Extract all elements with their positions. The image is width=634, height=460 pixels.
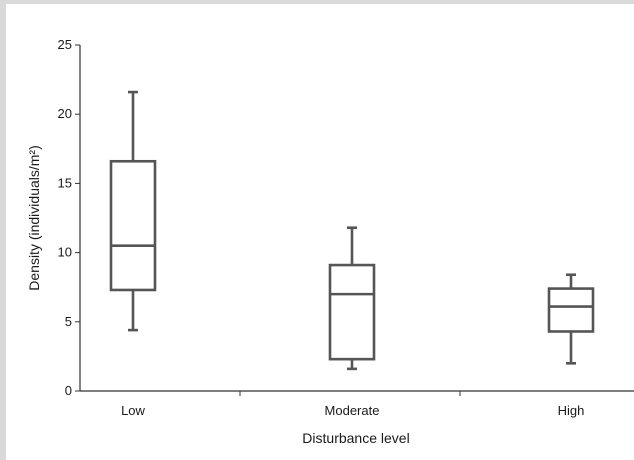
x-tick-label: Low (121, 403, 145, 418)
y-axis-title: Density (individuals/m²) (26, 145, 42, 290)
x-axis-ticks: Low Moderate High (121, 391, 584, 418)
y-tick-label: 5 (65, 314, 72, 329)
x-axis-title: Disturbance level (302, 430, 409, 446)
y-tick-label: 15 (58, 175, 72, 190)
box-low (109, 90, 157, 332)
axes (79, 45, 634, 392)
y-tick-label: 25 (58, 37, 72, 52)
y-tick-label: 20 (58, 106, 72, 121)
box-high (547, 273, 595, 365)
y-axis-ticks: 0 5 10 15 20 25 (58, 37, 80, 398)
y-tick-label: 10 (58, 245, 72, 260)
iqr-box (109, 159, 157, 292)
iqr-box (547, 287, 595, 333)
y-tick-label: 0 (65, 383, 72, 398)
iqr-box (328, 263, 376, 361)
box-moderate (328, 226, 376, 371)
x-tick-label: High (558, 403, 585, 418)
box-series (109, 90, 595, 371)
x-tick-label: Moderate (325, 403, 380, 418)
